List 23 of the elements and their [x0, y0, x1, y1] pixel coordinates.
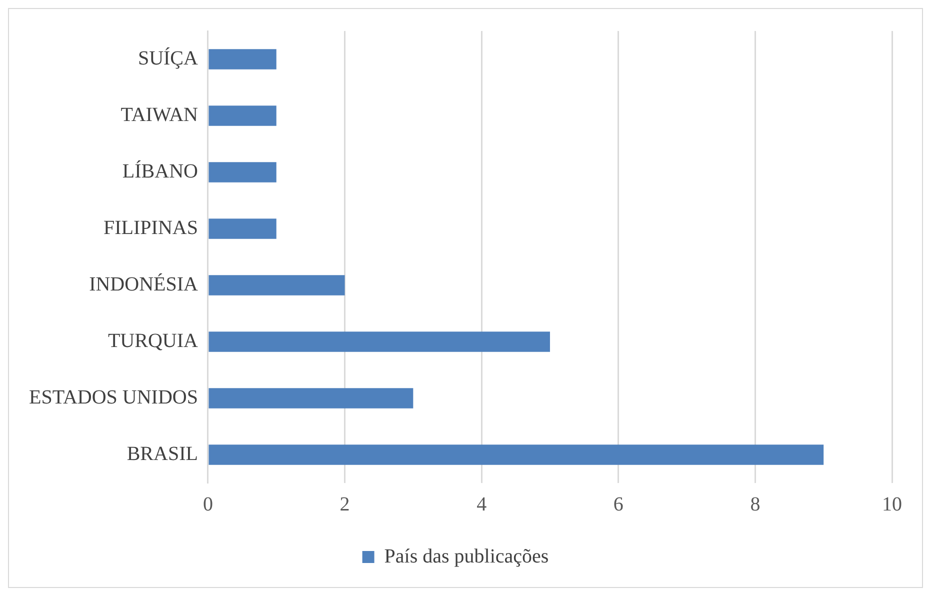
y-tick-label: TURQUIA: [108, 330, 199, 352]
y-tick-label: LÍBANO: [122, 160, 198, 182]
bar: [208, 162, 276, 182]
bar: [208, 444, 824, 465]
legend-label: País das publicações: [384, 545, 549, 568]
y-tick-label: SUÍÇA: [138, 46, 199, 70]
bar: [208, 218, 276, 239]
bar: [208, 388, 414, 408]
x-tick-label: 6: [613, 493, 624, 516]
x-tick-label: 10: [882, 493, 902, 516]
x-tick-label: 4: [476, 493, 487, 516]
x-tick-label: 8: [750, 493, 760, 516]
y-tick-label: BRASIL: [126, 443, 198, 465]
y-tick-label: FILIPINAS: [104, 217, 198, 239]
bar: [208, 49, 276, 70]
y-tick-label: ESTADOS UNIDOS: [28, 386, 198, 408]
x-tick-label: 0: [202, 493, 213, 516]
x-tick-label: 2: [340, 493, 350, 516]
bar: [208, 275, 345, 296]
bar: [208, 332, 550, 352]
y-tick-label: TAIWAN: [120, 104, 198, 126]
bar: [208, 106, 276, 126]
y-tick-label: INDONÉSIA: [89, 272, 199, 296]
